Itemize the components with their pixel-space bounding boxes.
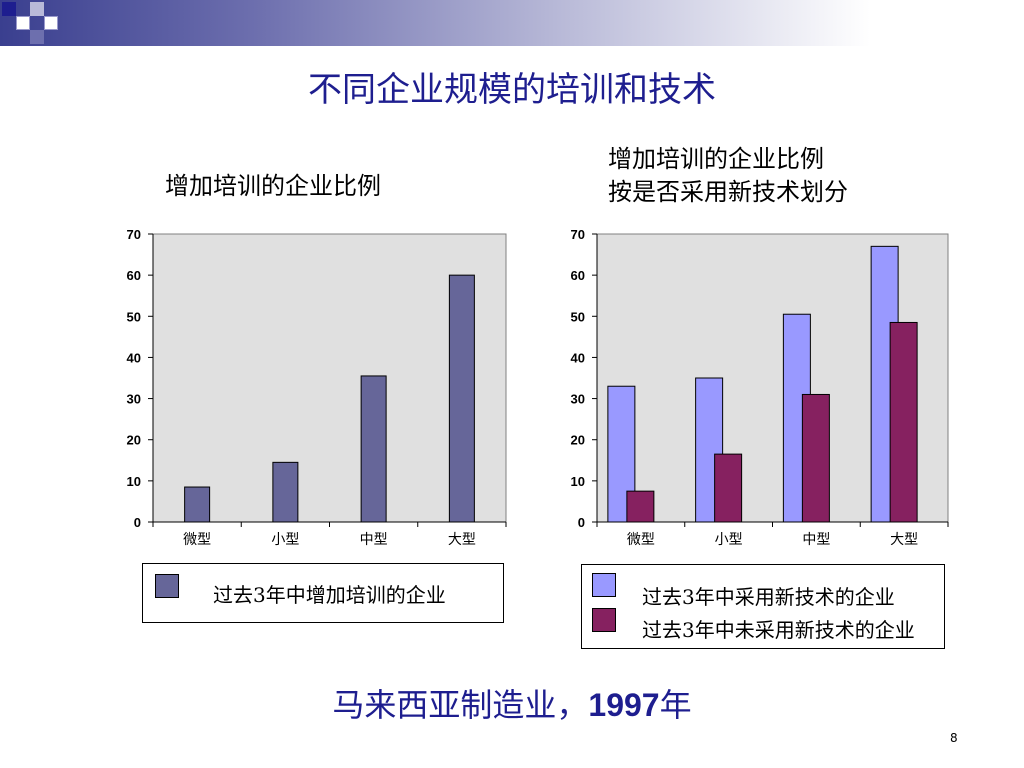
- chart1-x-tick-label: 中型: [360, 532, 388, 548]
- chart2-x-tick-label: 大型: [890, 532, 918, 548]
- footer-prefix: 马来西亚制造业，: [332, 686, 589, 724]
- chart2-bar-s1: [607, 385, 636, 523]
- chart2-legend-item-tech: 过去3年中采用新技术的企业: [592, 573, 932, 609]
- logo-square-2: [16, 16, 30, 30]
- logo-square-3: [30, 2, 44, 16]
- chart1-bar-s1: [184, 486, 211, 523]
- chart2-y-tick-label: 70: [571, 227, 585, 242]
- chart1-plot-area: [152, 233, 507, 523]
- chart2-x-tick-label: 中型: [802, 532, 830, 548]
- chart1-bar-s1: [360, 375, 387, 523]
- chart2-y-tick-label: 10: [571, 474, 585, 489]
- chart2-plot: 0 10 20 30 40 50 60 70 微型 小型 中型 大型: [571, 227, 949, 548]
- legend-label: 过去3年中增加培训的企业: [213, 583, 446, 607]
- page-number: 8: [950, 731, 958, 745]
- chart2-bar-s2: [889, 321, 918, 523]
- chart2-title-line2: 按是否采用新技术划分: [608, 178, 848, 206]
- chart2-bar-s2: [714, 453, 743, 523]
- legend-label: 过去3年中采用新技术的企业: [642, 585, 895, 609]
- chart2-legend: 过去3年中采用新技术的企业 过去3年中未采用新技术的企业: [581, 564, 945, 649]
- footer-year: 1997: [588, 687, 660, 723]
- chart2-x-tick-label: 小型: [715, 532, 743, 548]
- chart1-x-tick-label: 小型: [271, 532, 299, 548]
- chart1-bar-s1: [448, 274, 475, 523]
- chart1-y-tick-label: 40: [127, 350, 141, 365]
- chart2-y-tick-label: 60: [571, 268, 585, 283]
- chart2-y-tick-label: 50: [571, 309, 585, 324]
- footer-suffix: 年: [659, 686, 692, 724]
- chart1-plot: 0 10 20 30 40 50 60 70 微型 小型 中型 大型: [127, 227, 507, 548]
- chart2-x-tick-label: 微型: [627, 532, 655, 548]
- chart1-y-tick-label: 60: [127, 268, 141, 283]
- legend-swatch: [592, 608, 616, 632]
- logo-square-5: [44, 16, 58, 30]
- logo-square-4: [30, 30, 44, 44]
- legend-label: 过去3年中未采用新技术的企业: [642, 618, 915, 642]
- chart1-bar-s1: [272, 461, 299, 523]
- chart2-y-tick-label: 20: [571, 433, 585, 448]
- chart2-legend-item-notech: 过去3年中未采用新技术的企业: [592, 608, 932, 642]
- chart1-y-tick-label: 30: [127, 392, 141, 407]
- legend-swatch: [592, 573, 616, 597]
- chart2-bar-s2: [626, 490, 655, 523]
- chart2-title: 增加培训的企业比例 按是否采用新技术划分: [608, 143, 848, 209]
- chart1-title: 增加培训的企业比例: [165, 170, 381, 203]
- header-gradient-bar: [0, 0, 1024, 46]
- chart2-y-tick-label: 30: [571, 392, 585, 407]
- chart1-y-tick-label: 50: [127, 309, 141, 324]
- footer-source: 马来西亚制造业，1997年: [0, 680, 1024, 726]
- chart2-y-tick-label: 40: [571, 350, 585, 365]
- chart1-y-tick-label: 70: [127, 227, 141, 242]
- slide-title: 不同企业规模的培训和技术: [308, 70, 716, 110]
- chart1-y-tick-label: 0: [134, 515, 141, 530]
- chart1-y-tick-label: 10: [127, 474, 141, 489]
- chart2-bar-s2: [801, 393, 830, 523]
- chart1-y-tick-label: 20: [127, 433, 141, 448]
- logo-square-1: [2, 2, 16, 16]
- chart1-x-tick-label: 大型: [448, 532, 476, 548]
- legend-swatch: [155, 574, 179, 598]
- chart1-legend: 过去3年中增加培训的企业: [142, 563, 504, 623]
- chart1-x-tick-label: 微型: [183, 532, 211, 548]
- chart2-title-line1: 增加培训的企业比例: [608, 145, 824, 173]
- chart1-title-text: 增加培训的企业比例: [165, 172, 381, 200]
- chart2-y-tick-label: 0: [578, 515, 585, 530]
- chart1-legend-item: 过去3年中增加培训的企业: [153, 574, 493, 607]
